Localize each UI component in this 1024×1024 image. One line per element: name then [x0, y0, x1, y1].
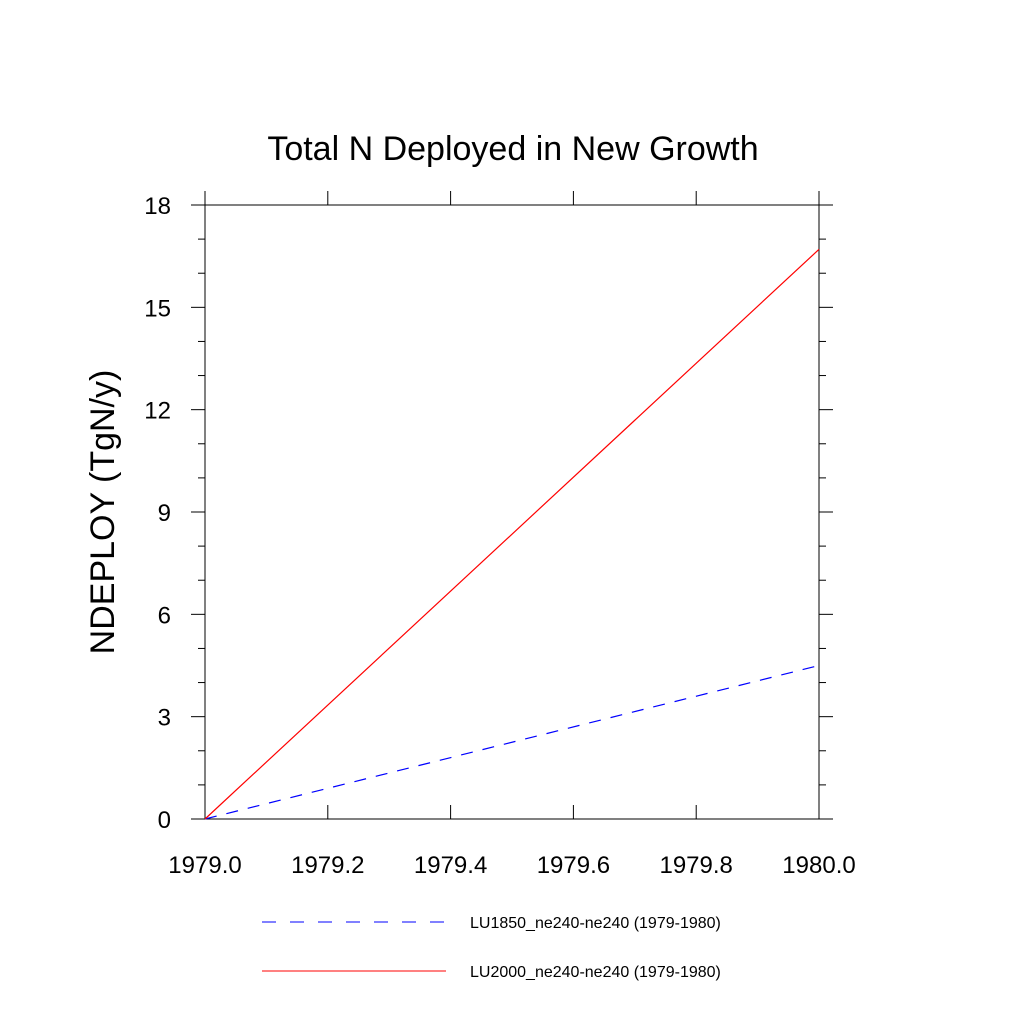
x-tick-label: 1980.0: [782, 852, 855, 879]
axis-ticks: [191, 191, 833, 820]
x-tick-label: 1979.0: [168, 852, 241, 879]
series-line: [204, 664, 820, 820]
legend-label: LU2000_ne240-ne240 (1979-1980): [470, 964, 721, 981]
y-tick-label: 9: [158, 500, 171, 527]
x-tick-label: 1979.8: [659, 852, 732, 879]
x-tick-label: 1979.6: [537, 852, 610, 879]
chart-title: Total N Deployed in New Growth: [267, 130, 758, 168]
x-tick-label: 1979.4: [414, 852, 487, 879]
y-tick-label: 12: [144, 398, 171, 425]
y-tick-label: 6: [158, 602, 171, 629]
plot-frame: [204, 204, 820, 820]
x-tick-label: 1979.2: [291, 852, 364, 879]
y-tick-label: 3: [158, 705, 171, 732]
axis-tick-labels: 1979.0 1979.2 1979.4 1979.6 1979.8 1980.0 0 3 6 9…: [144, 193, 855, 879]
y-tick-label: 18: [144, 193, 171, 220]
series-lines: [204, 248, 820, 820]
legend: LU1850_ne240-ne240 (1979-1980) LU2000_ne2…: [262, 915, 721, 981]
legend-label: LU1850_ne240-ne240 (1979-1980): [470, 915, 721, 932]
series-line: [204, 248, 820, 820]
y-tick-label: 0: [158, 807, 171, 834]
y-axis-label: NDEPLOY (TgN/y): [84, 370, 122, 655]
y-tick-label: 15: [144, 295, 171, 322]
